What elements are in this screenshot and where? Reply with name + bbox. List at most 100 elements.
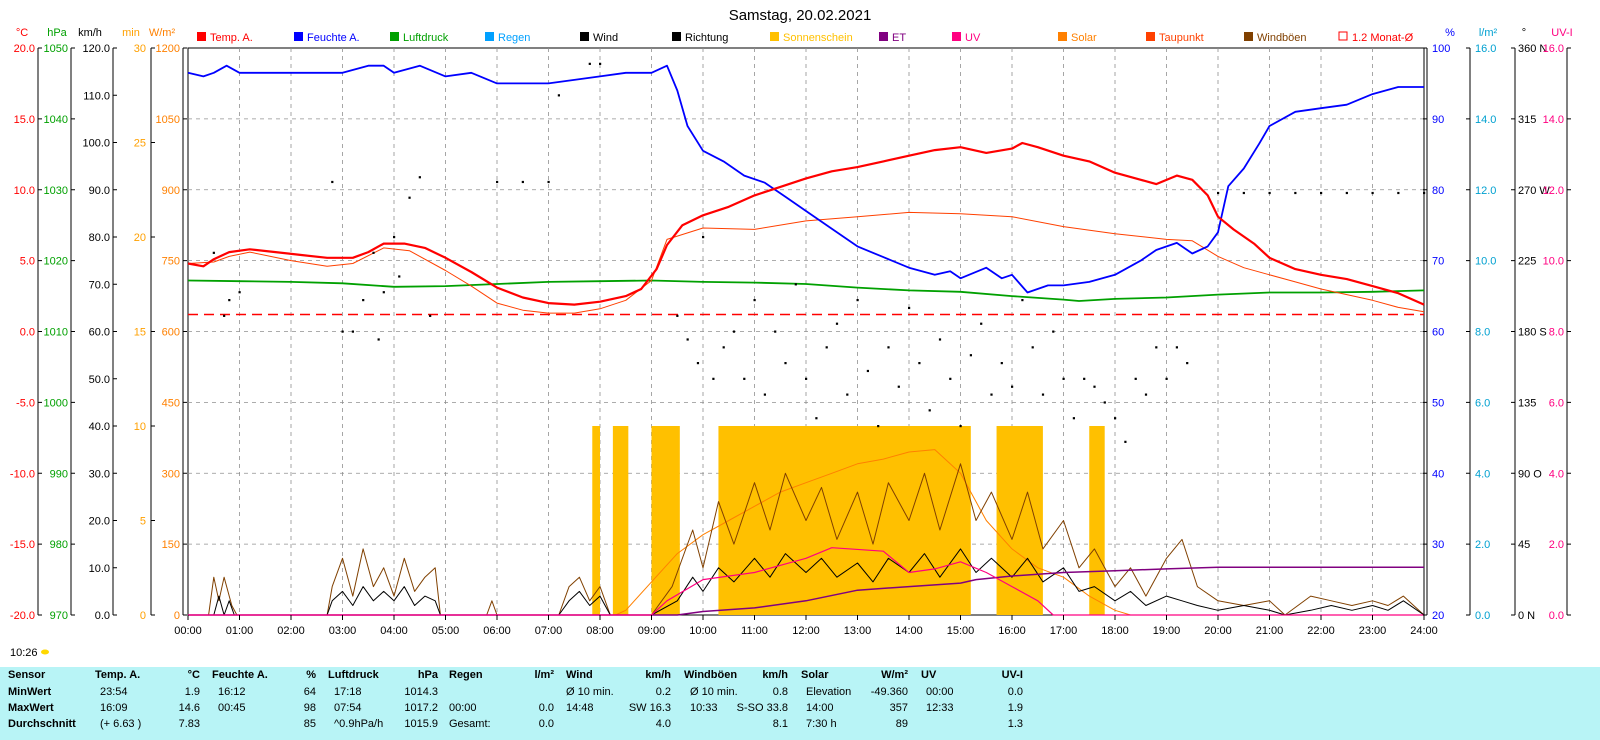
temp-tick-label: 15.0	[14, 114, 35, 126]
x-tick-label: 07:00	[535, 625, 563, 637]
stats-hum-time: 00:45	[218, 702, 246, 714]
direction-point	[938, 338, 942, 341]
direction-point	[835, 322, 839, 325]
sun-tick-label: 30	[134, 43, 146, 55]
stats-header-press: Luftdruck	[328, 669, 379, 681]
wind-tick-label: 40.0	[89, 421, 110, 433]
dir-tick-label: 225	[1518, 256, 1536, 268]
legend-label: Wind	[593, 32, 618, 44]
wind-tick-label: 100.0	[82, 138, 110, 150]
stats-solar-value: 89	[895, 718, 908, 730]
temp-tick-label: -20.0	[10, 610, 35, 622]
direction-point	[362, 299, 365, 302]
uv-tick-label: 10.0	[1543, 256, 1564, 268]
direction-point	[1114, 417, 1117, 420]
direction-point	[1165, 377, 1168, 380]
direction-point	[676, 314, 679, 317]
legend-label: ET	[892, 32, 906, 44]
dir-tick-label: 0 N	[1518, 610, 1535, 622]
stats-uv-value: 0.0	[1007, 686, 1023, 698]
stats-temp-time: 23:54	[100, 686, 128, 698]
x-tick-label: 15:00	[947, 625, 975, 637]
direction-point	[856, 299, 859, 302]
stats-header-solar-unit: W/m²	[881, 669, 908, 681]
direction-point	[341, 330, 344, 333]
dir-tick-label: 45	[1518, 539, 1530, 551]
hum-tick-label: 70	[1432, 256, 1444, 268]
stats-wind-time: Ø 10 min.	[566, 686, 614, 698]
rain-tick-label: 4.0	[1475, 468, 1490, 480]
stats-press-time: 07:54	[334, 702, 362, 714]
series-line-wind	[188, 548, 1425, 616]
legend-label: Regen	[498, 32, 530, 44]
direction-point	[918, 362, 921, 365]
stats-header-hum-unit: %	[306, 669, 316, 681]
stats-gust-value: 0.8	[772, 686, 788, 698]
rain-tick-label: 8.0	[1475, 327, 1490, 339]
dir-tick-label: 135	[1518, 397, 1536, 409]
direction-point	[1093, 385, 1096, 388]
x-tick-label: 17:00	[1050, 625, 1078, 637]
solar-tick-label: 600	[162, 327, 180, 339]
stats-wind-time: 14:48	[566, 702, 594, 714]
series-line-windb-en	[188, 463, 1425, 616]
stats-header-press-unit: hPa	[417, 669, 438, 681]
legend-swatch	[390, 32, 399, 41]
stats-hum-value: 85	[303, 718, 316, 730]
direction-point	[429, 314, 432, 317]
x-tick-label: 04:00	[380, 625, 408, 637]
wind-direction-points	[212, 62, 1426, 443]
direction-point	[1397, 191, 1400, 195]
solar-tick-label: 1200	[156, 43, 180, 55]
direction-point	[774, 330, 777, 333]
sunshine-bar	[1089, 426, 1105, 615]
stats-uv-value: 1.9	[1007, 702, 1023, 714]
wind-tick-label: 30.0	[89, 468, 110, 480]
x-tick-label: 05:00	[432, 625, 460, 637]
wind-axis-unit: km/h	[78, 27, 102, 39]
legend-label: Sonnenschein	[783, 32, 853, 44]
direction-point	[877, 425, 880, 428]
stats-wind-value: 0.2	[655, 686, 671, 698]
wind-tick-label: 50.0	[89, 374, 110, 386]
x-tick-label: 00:00	[174, 625, 202, 637]
stats-header-gust-unit: km/h	[762, 669, 788, 681]
stats-rain-value: 0.0	[538, 702, 554, 714]
stats-rain-time: Gesamt:	[449, 718, 491, 730]
hum-tick-label: 80	[1432, 185, 1444, 197]
series-line-temp-a-	[187, 141, 1425, 306]
direction-point	[1320, 191, 1323, 195]
direction-point	[908, 306, 911, 310]
direction-point	[228, 299, 231, 302]
stats-header-uv: UV	[921, 669, 937, 681]
press-tick-label: 1010	[44, 327, 68, 339]
direction-point	[1294, 191, 1297, 195]
direction-point	[1144, 393, 1148, 396]
stats-header-hum: Feuchte A.	[212, 669, 268, 681]
direction-point	[557, 94, 560, 97]
press-tick-label: 1050	[44, 43, 68, 55]
direction-point	[928, 409, 931, 412]
uv-axis-unit: UV-I	[1551, 27, 1572, 39]
direction-point	[382, 291, 385, 294]
direction-point	[866, 369, 869, 373]
x-tick-label: 09:00	[638, 625, 666, 637]
uv-tick-label: 2.0	[1549, 539, 1564, 551]
legend-label: UV	[965, 32, 981, 44]
solar-axis-unit: W/m²	[149, 27, 176, 39]
uv-tick-label: 16.0	[1543, 43, 1564, 55]
temp-tick-label: 0.0	[20, 327, 35, 339]
press-tick-label: 980	[50, 539, 68, 551]
dir-axis-unit: °	[1522, 27, 1526, 39]
direction-point	[496, 180, 499, 184]
direction-point	[599, 62, 602, 65]
hum-tick-label: 20	[1432, 610, 1444, 622]
direction-point	[1031, 346, 1034, 349]
stats-table: Sensor Temp. A. °C Feuchte A.% Luftdruck hPa R…	[0, 667, 1600, 740]
legend-label: Richtung	[685, 32, 728, 44]
x-tick-label: 19:00	[1153, 625, 1181, 637]
stats-solar-time: Elevation	[806, 686, 852, 698]
x-tick-label: 23:00	[1359, 625, 1387, 637]
sun-tick-label: 20	[134, 232, 146, 244]
press-axis-unit: hPa	[47, 27, 67, 39]
